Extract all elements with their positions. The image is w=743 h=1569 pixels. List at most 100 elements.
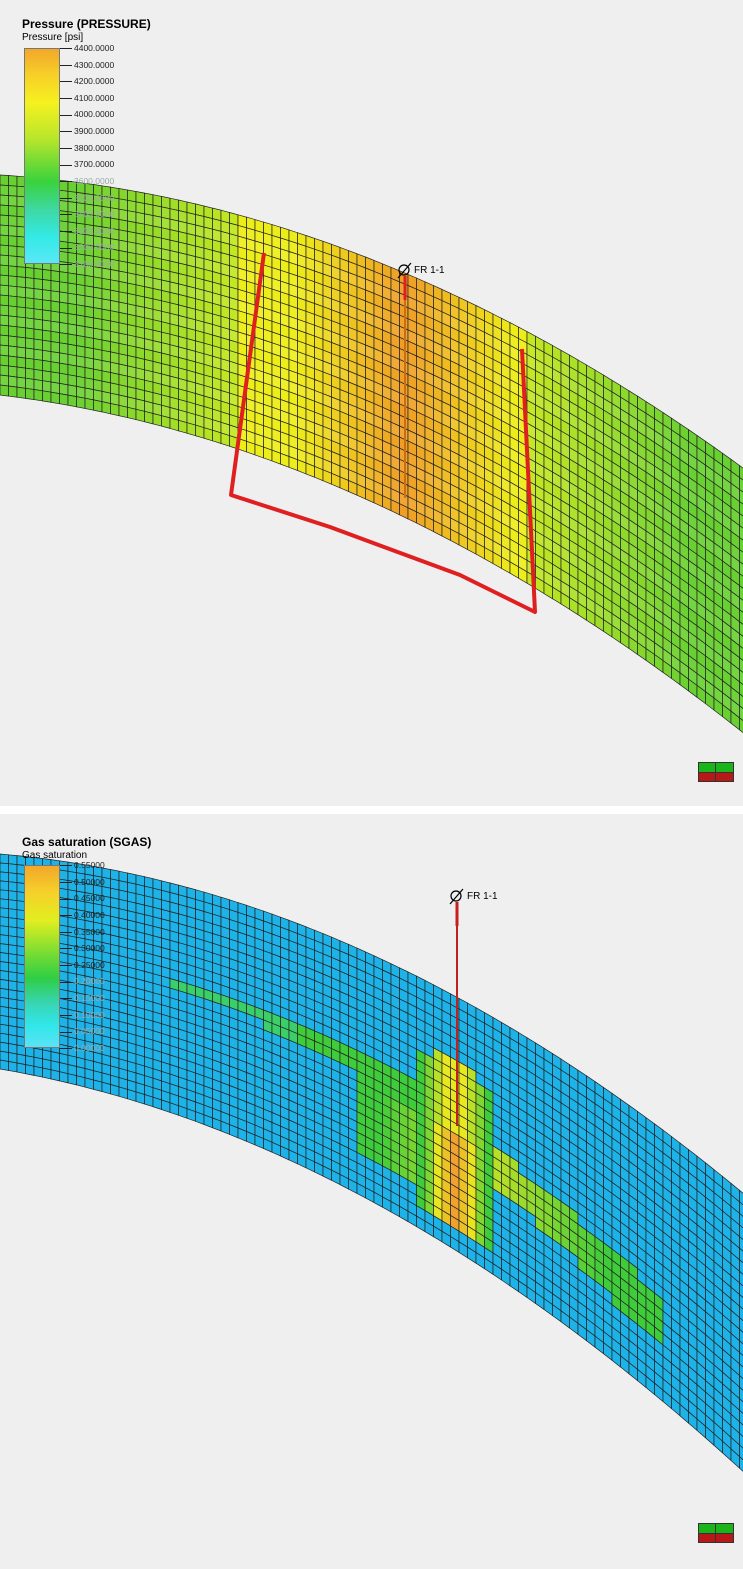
grid-cell [76, 396, 86, 409]
grid-cell [739, 681, 743, 697]
grid-cell [16, 336, 26, 349]
grid-cell [84, 336, 94, 350]
grid-cell [0, 1005, 9, 1018]
grid-cell [16, 1062, 26, 1075]
grid-cell [739, 512, 743, 529]
grid-cell [8, 881, 18, 893]
grid-cell [101, 1081, 111, 1095]
grid-cell [84, 274, 94, 288]
grid-cell [67, 374, 77, 387]
grid-cell [76, 324, 86, 338]
grid-cell [127, 189, 137, 203]
grid-cell [67, 343, 77, 357]
grid-cell [0, 334, 9, 347]
grid-cell [93, 327, 103, 341]
grid-cell [42, 339, 52, 353]
grid-cell [739, 1201, 743, 1217]
grid-cell [33, 358, 43, 372]
grid-cell [42, 319, 52, 332]
grid-cell [8, 175, 18, 187]
grid-cell [212, 429, 222, 444]
legend-tick-label: 0.50000 [60, 877, 105, 887]
grid-cell [8, 872, 18, 883]
grid-cell [8, 1061, 18, 1073]
grid-cell [8, 980, 18, 992]
view-axis-icon[interactable] [698, 1523, 734, 1543]
view-axis-icon[interactable] [698, 762, 734, 782]
grid-cell [8, 899, 18, 911]
grid-cell [0, 364, 9, 377]
grid-cell [135, 408, 145, 423]
grid-cell [67, 1073, 77, 1086]
grid-cell [0, 961, 9, 972]
legend-subtitle: Gas saturation [22, 850, 88, 861]
pressure-colorbar [24, 48, 60, 264]
grid-cell [0, 1041, 9, 1053]
grid-cell [8, 335, 18, 348]
grid-cell [8, 1016, 18, 1028]
grid-cell [8, 275, 18, 288]
grid-cell [50, 310, 60, 323]
grid-cell [76, 345, 86, 358]
grid-cell [76, 355, 86, 368]
grid-cell [8, 245, 18, 257]
grid-cell [25, 1064, 35, 1076]
grid-cell [0, 907, 9, 919]
grid-cell [16, 356, 26, 369]
grid-cell [16, 376, 26, 389]
grid-cell [0, 1023, 9, 1035]
well-fr-1-1[interactable]: FR 1-1 [397, 262, 445, 498]
grid-cell [739, 500, 743, 517]
grid-cell [76, 294, 86, 307]
grid-cell [16, 316, 26, 329]
grid-cell [0, 314, 9, 327]
grid-cell [50, 290, 60, 303]
grid-cell [50, 1069, 60, 1082]
grid-cell [25, 287, 35, 300]
gas-saturation-viewport[interactable]: FR 1-1 Gas saturation (SGAS) Gas saturat… [0, 814, 743, 1569]
legend-tick-label: 3900.0000 [60, 126, 114, 136]
grid-cell [67, 313, 77, 326]
grid-cell [0, 344, 9, 357]
grid-cell [84, 1077, 94, 1090]
grid-cell [8, 205, 18, 217]
gas-saturation-grid-view[interactable]: FR 1-1 [0, 814, 743, 1569]
grid-cell [135, 191, 145, 204]
grid-cell [101, 267, 111, 281]
legend-tick-label: 0.05000 [60, 1026, 105, 1036]
grid-cell [76, 273, 86, 287]
grid-cell [203, 427, 213, 442]
grid-cell [127, 210, 137, 224]
grid-cell [59, 362, 69, 376]
grid-cell [25, 337, 35, 350]
grid-cell [8, 315, 18, 328]
grid-cell [50, 270, 60, 283]
grid-cell [739, 1444, 743, 1461]
grid-cell [739, 1432, 743, 1449]
pressure-grid-view[interactable]: FR 1-1 [0, 0, 743, 806]
grid-cell [8, 365, 18, 378]
grid-cell [33, 298, 43, 311]
grid-cell [110, 403, 120, 417]
grid-cell [67, 333, 77, 347]
grid-cell [8, 998, 18, 1010]
grid-cell [8, 355, 18, 368]
grid-cell [0, 294, 9, 307]
legend-tick-label: 0.10000 [60, 1010, 105, 1020]
well-fr-1-1[interactable]: FR 1-1 [449, 814, 498, 1126]
well-symbol-icon [450, 890, 462, 902]
grid-cell [59, 332, 69, 345]
grid-cell [0, 194, 9, 206]
grid-cell [16, 266, 26, 278]
grid-cell [76, 1075, 86, 1088]
grid-cell [33, 378, 43, 392]
grid-cell [118, 239, 128, 253]
grid-cell [186, 422, 196, 437]
grid-cell [0, 916, 9, 928]
grid-cell [8, 295, 18, 308]
grid-cell [0, 214, 9, 227]
grid-cell [739, 560, 743, 577]
grid-cell [42, 329, 52, 342]
pressure-viewport[interactable]: FR 1-1 Pressure (PRESSURE) Pressure [psi… [0, 0, 743, 806]
legend-subtitle: Pressure [psi] [22, 32, 84, 43]
